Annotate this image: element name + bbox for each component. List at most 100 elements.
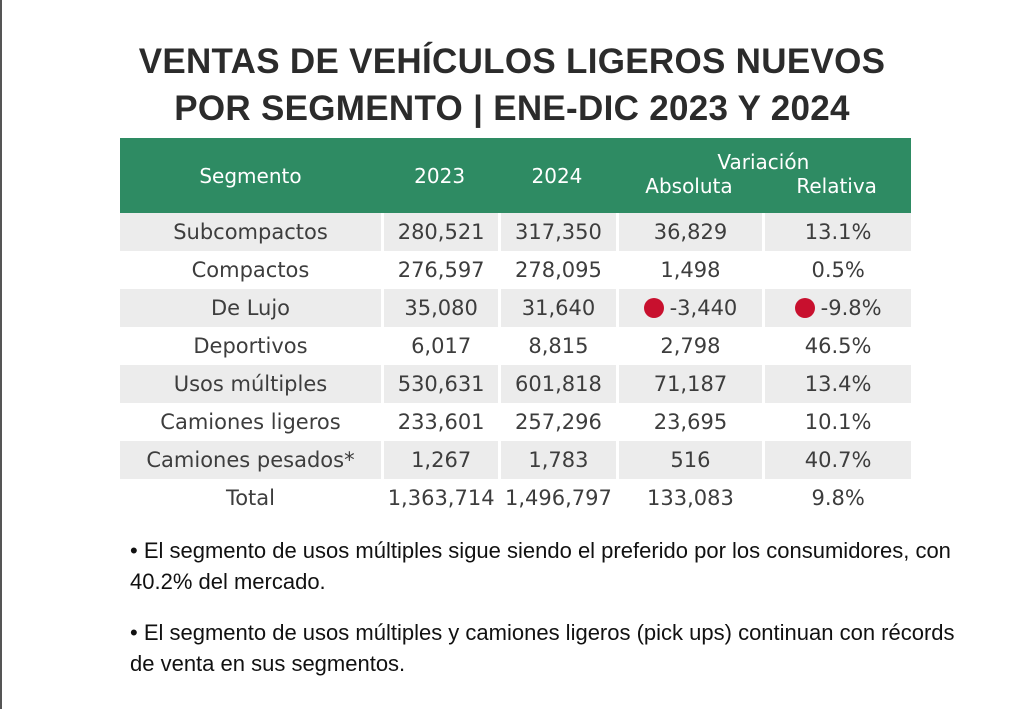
cell-relative-value: 13.4% [804, 372, 872, 396]
header-2023: 2023 [380, 138, 499, 213]
cell-relative-value: 40.7% [804, 448, 872, 472]
cell-2023-value: 280,521 [397, 220, 485, 244]
table-row: De Lujo 35,080 31,640 -3,440 -9.8% [120, 289, 911, 327]
cell-2024: 317,350 [498, 213, 616, 251]
header-segment: Segmento [120, 138, 381, 213]
cell-absolute: 516 [615, 441, 763, 479]
cell-2024: 601,818 [498, 365, 616, 403]
cell-2024: 31,640 [498, 289, 616, 327]
cell-relative-value: 13.1% [804, 220, 872, 244]
cell-2024: 8,815 [498, 327, 616, 365]
cell-segment-value: Total [225, 486, 275, 510]
table-row: Camiones ligeros 233,601 257,296 23,695 10.1… [120, 403, 911, 441]
title-line-1: VENTAS DE VEHÍCULOS LIGEROS NUEVOS [138, 42, 886, 81]
cell-2024-value: 1,496,797 [505, 486, 612, 510]
header-variation: Variación [615, 138, 911, 174]
table-row: Deportivos 6,017 8,815 2,798 46.5% [120, 327, 911, 365]
cell-absolute-value: 71,187 [653, 372, 728, 396]
cell-segment-value: De Lujo [210, 296, 291, 320]
cell-2023-value: 35,080 [404, 296, 478, 320]
cell-2023: 276,597 [380, 251, 499, 289]
cell-relative-value: 46.5% [804, 334, 872, 358]
cell-2023-value: 530,631 [397, 372, 485, 396]
cell-relative: 9.8% [762, 479, 911, 517]
cell-segment-value: Deportivos [193, 334, 308, 358]
cell-absolute: 23,695 [615, 403, 763, 441]
header-2024: 2024 [498, 138, 616, 213]
cell-2024: 1,496,797 [498, 479, 616, 517]
title-line-2: POR SEGMENTO | ENE-DIC 2023 Y 2024 [174, 89, 850, 128]
cell-relative: 10.1% [762, 403, 911, 441]
cell-segment-value: Camiones ligeros [160, 410, 341, 434]
cell-2023-value: 1,267 [411, 448, 472, 472]
header-relative: Relativa [762, 174, 911, 213]
cell-2023: 280,521 [380, 213, 499, 251]
cell-2024: 1,783 [498, 441, 616, 479]
table-header: Segmento 2023 2024 Variación Absoluta Re… [120, 138, 911, 213]
cell-absolute: -3,440 [615, 289, 763, 327]
page-border [0, 0, 2, 709]
cell-absolute-value: 36,829 [653, 220, 728, 244]
cell-absolute-value: -3,440 [669, 296, 738, 320]
cell-absolute: 36,829 [615, 213, 763, 251]
cell-relative-value: 9.8% [811, 486, 865, 510]
cell-relative-value: 10.1% [804, 410, 872, 434]
cell-2023-value: 233,601 [397, 410, 485, 434]
cell-relative: 40.7% [762, 441, 911, 479]
cell-segment: Subcompactos [120, 213, 381, 251]
cell-2024-value: 31,640 [521, 296, 596, 320]
cell-segment: Usos múltiples [120, 365, 381, 403]
cell-segment: De Lujo [120, 289, 381, 327]
cell-absolute-value: 23,695 [653, 410, 728, 434]
cell-relative: -9.8% [762, 289, 911, 327]
cell-2024-value: 278,095 [515, 258, 602, 282]
cell-absolute-value: 516 [670, 448, 711, 472]
table-body: Subcompactos 280,521 317,350 36,829 13.1% Com… [120, 213, 911, 517]
sales-table: Segmento 2023 2024 Variación Absoluta Re… [120, 138, 911, 517]
cell-2023-value: 276,597 [397, 258, 485, 282]
table-row: Compactos 276,597 278,095 1,498 0.5% [120, 251, 911, 289]
cell-segment: Deportivos [120, 327, 381, 365]
cell-absolute-value: 133,083 [647, 486, 734, 510]
cell-2024-value: 8,815 [528, 334, 589, 358]
cell-absolute: 2,798 [615, 327, 763, 365]
cell-segment: Total [120, 479, 381, 517]
cell-absolute-value: 2,798 [660, 334, 721, 358]
cell-absolute: 133,083 [615, 479, 763, 517]
cell-relative-value: 0.5% [811, 258, 865, 282]
page-title: VENTAS DE VEHÍCULOS LIGEROS NUEVOS POR S… [0, 38, 1024, 132]
cell-2024-value: 257,296 [515, 410, 602, 434]
cell-2024-value: 1,783 [528, 448, 589, 472]
table-row: Total 1,363,714 1,496,797 133,083 9.8% [120, 479, 911, 517]
cell-relative: 13.4% [762, 365, 911, 403]
cell-segment: Camiones pesados* [120, 441, 381, 479]
cell-2023: 1,267 [380, 441, 499, 479]
cell-segment-value: Camiones pesados* [146, 448, 355, 472]
cell-relative: 46.5% [762, 327, 911, 365]
cell-relative-value: -9.8% [820, 296, 882, 320]
cell-segment-value: Subcompactos [173, 220, 328, 244]
cell-absolute: 71,187 [615, 365, 763, 403]
cell-segment: Camiones ligeros [120, 403, 381, 441]
cell-2023: 233,601 [380, 403, 499, 441]
note-item: • El segmento de usos múltiples y camion… [130, 620, 955, 676]
table-row: Subcompactos 280,521 317,350 36,829 13.1% [120, 213, 911, 251]
cell-segment-value: Usos múltiples [173, 372, 328, 396]
cell-2024: 278,095 [498, 251, 616, 289]
cell-2023: 530,631 [380, 365, 499, 403]
cell-absolute-value: 1,498 [660, 258, 721, 282]
cell-absolute: 1,498 [615, 251, 763, 289]
cell-2024-value: 317,350 [515, 220, 602, 244]
red-dot-icon [794, 298, 815, 318]
header-absolute: Absoluta [615, 174, 763, 213]
note-item: • El segmento de usos múltiples sigue si… [130, 538, 951, 594]
cell-2023-value: 1,363,714 [387, 486, 495, 510]
cell-2023-value: 6,017 [411, 334, 472, 358]
cell-segment: Compactos [120, 251, 381, 289]
table-row: Camiones pesados* 1,267 1,783 516 40.7% [120, 441, 911, 479]
cell-relative: 0.5% [762, 251, 911, 289]
cell-2023: 1,363,714 [380, 479, 499, 517]
cell-segment-value: Compactos [191, 258, 310, 282]
cell-relative: 13.1% [762, 213, 911, 251]
cell-2023: 35,080 [380, 289, 499, 327]
